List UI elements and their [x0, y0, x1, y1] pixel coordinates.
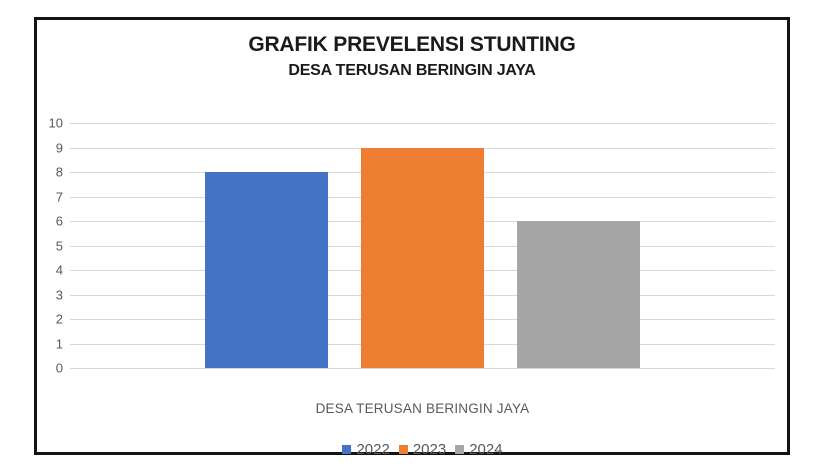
legend: 2022 2023 2024 [70, 441, 775, 458]
bar-2024 [517, 221, 640, 368]
legend-item-2023: 2023 [398, 441, 447, 458]
gridline-0 [70, 368, 775, 369]
legend-label-2024: 2024 [469, 441, 503, 458]
y-tick-label-1: 1 [55, 336, 63, 351]
legend-swatch-2024-icon [455, 445, 465, 454]
y-axis-labels: 0 1 2 3 4 5 6 7 8 9 10 [39, 117, 63, 375]
chart-subtitle: DESA TERUSAN BERINGIN JAYA [288, 62, 536, 79]
chart-frame: GRAFIK PREVELENSI STUNTING DESA TERUSAN … [34, 17, 790, 458]
bars-group [70, 123, 775, 368]
legend-swatch-2022-icon [342, 445, 352, 454]
y-tick-label-10: 10 [48, 115, 63, 131]
gridline-10 [70, 123, 775, 124]
y-tick-label-4: 4 [55, 262, 63, 278]
legend-swatch-2023-icon [398, 445, 408, 454]
legend-item-2024: 2024 [455, 441, 503, 458]
legend-label-2022: 2022 [356, 441, 390, 458]
plot-area [70, 123, 775, 369]
y-tick-label-7: 7 [55, 189, 63, 204]
y-tick-label-0: 0 [55, 360, 63, 376]
x-axis-category-label: DESA TERUSAN BERINGIN JAYA [315, 401, 530, 416]
y-tick-label-9: 9 [55, 140, 63, 155]
legend-item-2022: 2022 [342, 441, 390, 458]
legend-label-2023: 2023 [412, 441, 447, 458]
y-tick-label-2: 2 [55, 311, 63, 327]
y-tick-label-3: 3 [55, 287, 63, 302]
bar-2023 [361, 147, 484, 368]
chart-title: GRAFIK PREVELENSI STUNTING [248, 33, 576, 56]
y-tick-label-5: 5 [55, 238, 63, 253]
y-tick-label-8: 8 [55, 164, 63, 180]
bar-2022 [205, 172, 328, 368]
y-tick-label-6: 6 [55, 213, 63, 229]
